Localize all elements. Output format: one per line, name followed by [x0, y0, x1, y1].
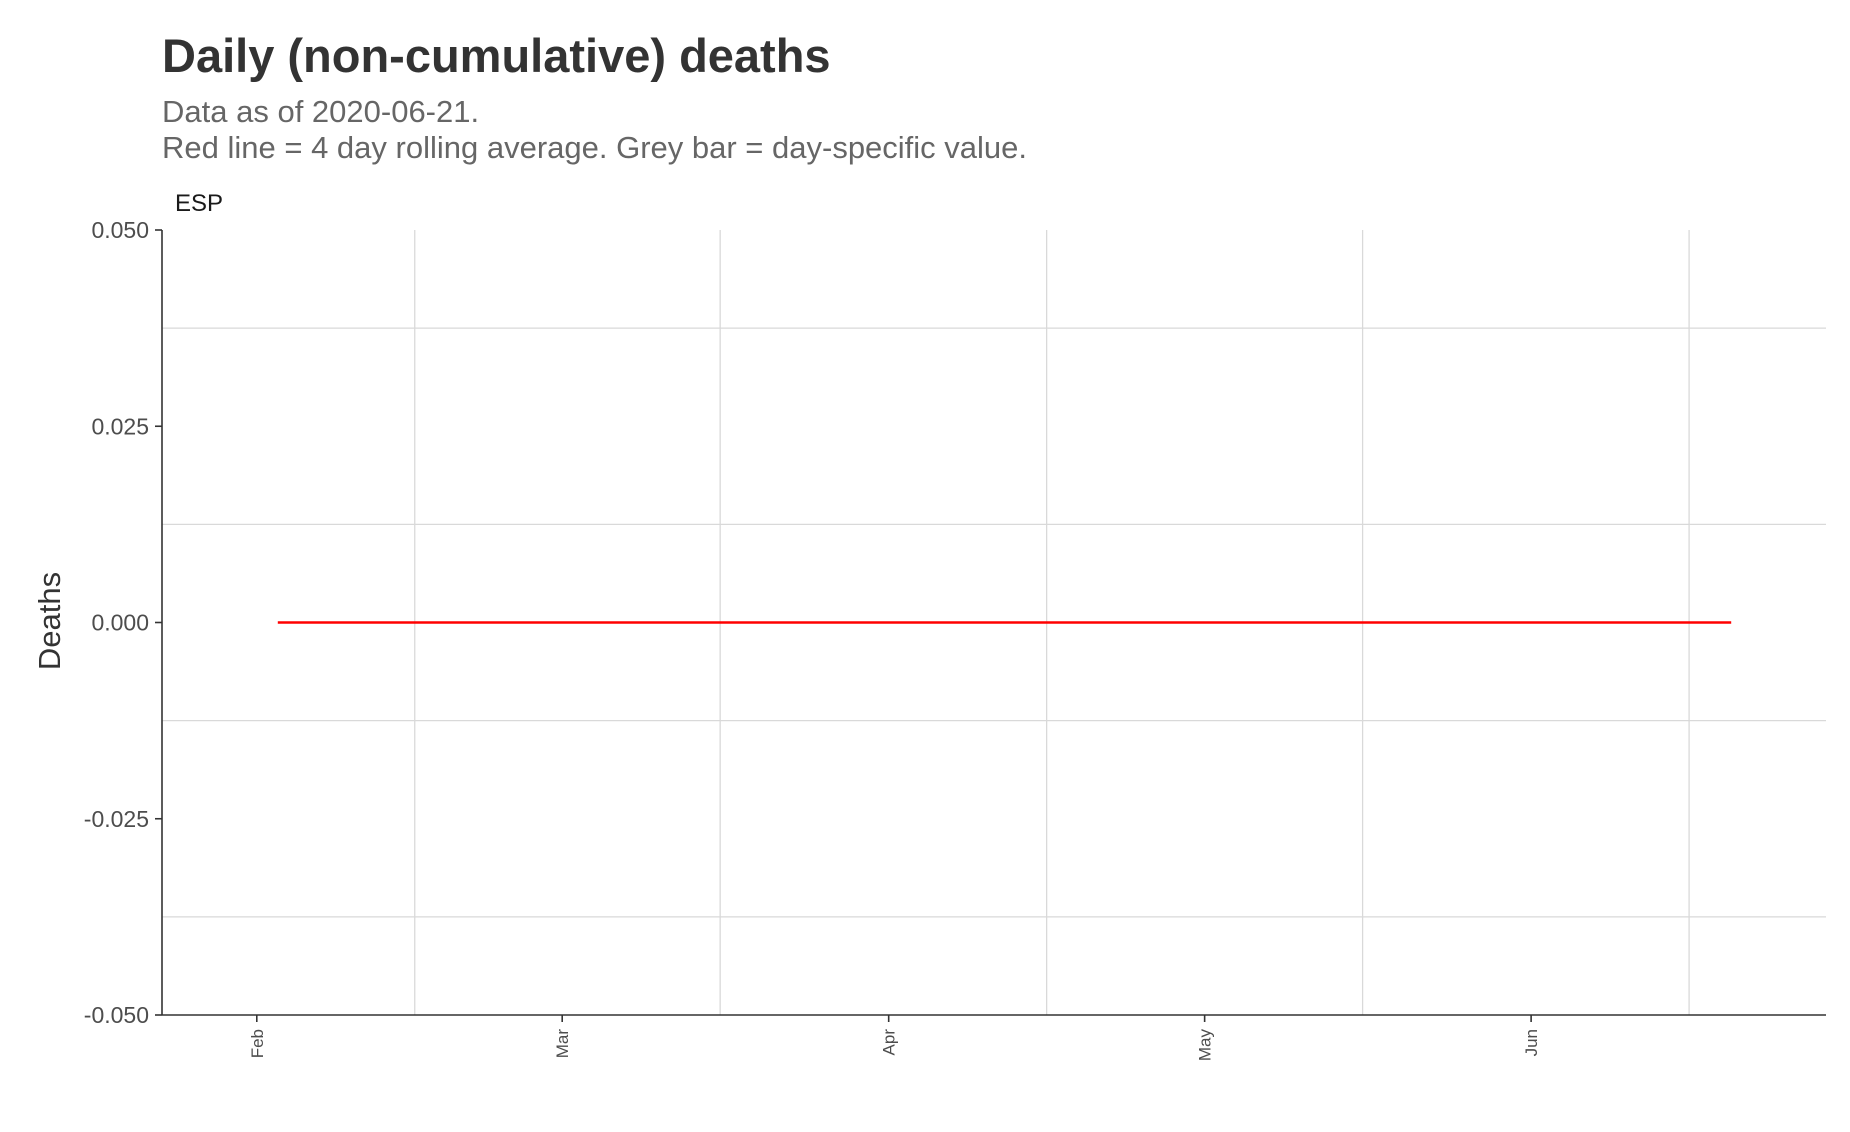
y-tick-label: 0.000 [91, 610, 149, 636]
y-tick-label: 0.025 [91, 413, 149, 439]
chart-subtitle: Data as of 2020-06-21. Red line = 4 day … [162, 94, 1027, 166]
y-tick-label: -0.025 [84, 806, 149, 832]
x-tick-label: Apr [880, 1029, 899, 1056]
x-tick-label: Feb [248, 1029, 267, 1058]
x-tick-label: Jun [1522, 1029, 1541, 1056]
subtitle-line-1: Data as of 2020-06-21. [162, 94, 480, 129]
y-tick-label: 0.050 [91, 217, 149, 243]
y-tick-label: -0.050 [84, 1002, 149, 1028]
x-tick-label: Mar [553, 1029, 572, 1059]
subtitle-line-2: Red line = 4 day rolling average. Grey b… [162, 130, 1028, 165]
chart-title: Daily (non-cumulative) deaths [162, 29, 831, 82]
facet-label: ESP [175, 190, 224, 217]
x-tick-label: May [1196, 1029, 1215, 1062]
